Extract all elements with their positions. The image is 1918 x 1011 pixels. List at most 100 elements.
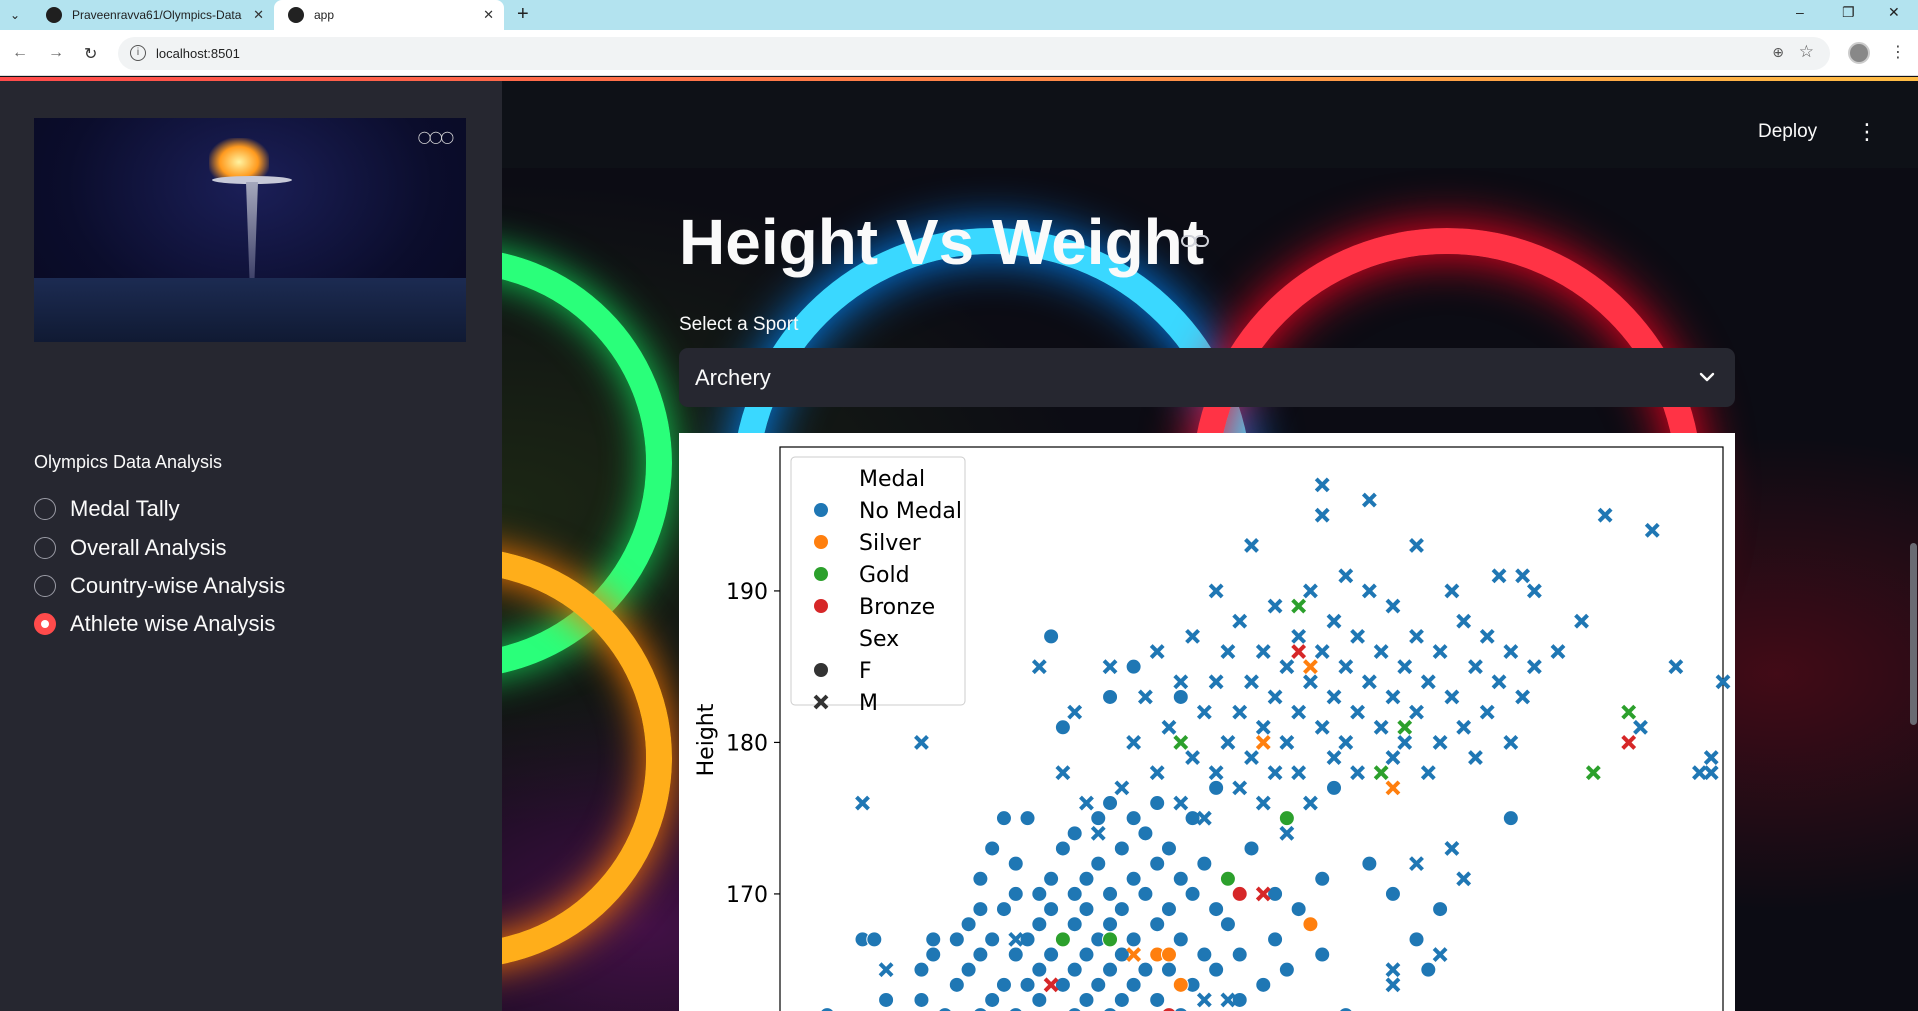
- no-medal-m-point: [1597, 507, 1613, 523]
- no-medal-f-point: [1078, 946, 1095, 963]
- browser-menu-icon[interactable]: ⋮: [1890, 44, 1906, 61]
- no-medal-m-point: [1503, 735, 1519, 750]
- radio-button-selected[interactable]: [34, 613, 56, 635]
- url-text: localhost:8501: [156, 46, 240, 61]
- no-medal-f-point: [1043, 901, 1060, 918]
- no-medal-f-point: [1243, 840, 1260, 857]
- no-medal-m-point: [1385, 962, 1401, 978]
- link-icon[interactable]: [1181, 234, 1209, 248]
- no-medal-f-point: [1078, 901, 1095, 918]
- no-medal-f-point: [1043, 870, 1060, 887]
- github-icon: [46, 7, 62, 23]
- gold-f-point: [1102, 931, 1119, 948]
- no-medal-f-point: [1054, 840, 1071, 857]
- no-medal-m-point: [855, 795, 870, 811]
- new-tab-button[interactable]: +: [517, 3, 529, 25]
- radio-button[interactable]: [34, 498, 56, 520]
- close-window-icon[interactable]: ✕: [1888, 4, 1900, 20]
- no-medal-m-point: [1244, 674, 1259, 690]
- no-medal-f-point: [1113, 946, 1130, 963]
- no-medal-f-point: [1149, 855, 1166, 872]
- no-medal-m-point: [1291, 704, 1307, 720]
- no-medal-f-point: [1125, 931, 1142, 948]
- radio-button[interactable]: [34, 537, 56, 559]
- no-medal-m-point: [1432, 644, 1448, 659]
- tab-title: Praveenravva61/Olympics-Data: [72, 8, 242, 22]
- no-medal-m-point: [1185, 628, 1200, 644]
- no-medal-m-point: [1668, 659, 1684, 675]
- no-medal-m-point: [1137, 689, 1153, 705]
- no-medal-m-point: [1397, 735, 1413, 750]
- restore-icon[interactable]: ❐: [1842, 4, 1855, 20]
- no-medal-f-point: [1125, 976, 1142, 993]
- no-medal-f-point: [1278, 961, 1295, 978]
- browser-tab-app[interactable]: app ✕: [274, 0, 504, 30]
- radio-option-country-wise-analysis[interactable]: Country-wise Analysis: [34, 573, 285, 599]
- y-axis-label: Height: [694, 703, 719, 776]
- browser-tab-github[interactable]: Praveenravva61/Olympics-Data ✕: [32, 0, 274, 30]
- radio-option-medal-tally[interactable]: Medal Tally: [34, 496, 180, 522]
- back-icon[interactable]: ←: [12, 44, 28, 61]
- no-medal-m-point: [1550, 644, 1566, 659]
- no-medal-f-point: [1102, 885, 1119, 902]
- forward-icon[interactable]: →: [48, 44, 64, 61]
- no-medal-f-point: [1137, 885, 1154, 902]
- no-medal-f-point: [948, 931, 965, 948]
- legend-label: Medal: [859, 467, 925, 492]
- silver-m-point: [1255, 735, 1271, 750]
- no-medal-f-point: [995, 901, 1012, 918]
- no-medal-f-point: [1314, 946, 1331, 963]
- gold-f-point: [1219, 870, 1236, 887]
- no-medal-m-point: [1232, 704, 1248, 720]
- tab-search-icon[interactable]: ⌄: [9, 8, 21, 22]
- no-medal-f-point: [1314, 870, 1331, 887]
- no-medal-f-point: [960, 916, 977, 933]
- no-medal-m-point: [1468, 750, 1483, 765]
- no-medal-m-point: [1279, 825, 1295, 841]
- app-menu-icon[interactable]: ⋮: [1856, 119, 1878, 144]
- no-medal-m-point: [1161, 719, 1177, 735]
- no-medal-m-point: [1338, 735, 1354, 750]
- no-medal-f-point: [1019, 810, 1036, 827]
- no-medal-m-point: [1479, 628, 1495, 644]
- bronze-m-point: [1255, 886, 1271, 902]
- silver-f-point: [1302, 916, 1319, 933]
- close-tab-icon[interactable]: ✕: [253, 7, 264, 22]
- no-medal-m-point: [1361, 674, 1377, 690]
- radio-option-overall-analysis[interactable]: Overall Analysis: [34, 535, 227, 561]
- no-medal-m-point: [1232, 613, 1248, 629]
- no-medal-m-point: [878, 962, 894, 978]
- no-medal-f-point: [1007, 946, 1024, 963]
- no-medal-m-point: [1314, 644, 1330, 659]
- no-medal-m-point: [1303, 583, 1318, 599]
- no-medal-m-point: [1255, 795, 1271, 811]
- page-scrollbar[interactable]: [1910, 543, 1917, 725]
- no-medal-m-point: [1361, 583, 1377, 599]
- no-medal-m-point: [1291, 628, 1307, 644]
- deploy-button[interactable]: Deploy: [1758, 121, 1818, 142]
- no-medal-f-point: [972, 901, 989, 918]
- minimize-icon[interactable]: –: [1796, 4, 1804, 20]
- no-medal-f-point: [1066, 961, 1083, 978]
- bookmark-star-icon[interactable]: ☆: [1798, 42, 1814, 61]
- no-medal-m-point: [1126, 735, 1142, 750]
- close-tab-icon[interactable]: ✕: [483, 7, 494, 22]
- profile-avatar[interactable]: [1848, 42, 1870, 64]
- sport-select[interactable]: Archery: [679, 348, 1735, 407]
- reload-icon[interactable]: ↻: [84, 46, 98, 63]
- no-medal-f-point: [1102, 961, 1119, 978]
- no-medal-f-point: [995, 976, 1012, 993]
- no-medal-m-point: [1244, 750, 1259, 765]
- no-medal-m-point: [1373, 644, 1389, 659]
- no-medal-m-point: [1703, 750, 1719, 765]
- radio-button[interactable]: [34, 575, 56, 597]
- zoom-icon[interactable]: ⊕: [1772, 44, 1784, 60]
- radio-option-athlete-wise-analysis[interactable]: Athlete wise Analysis: [34, 611, 275, 637]
- no-medal-m-point: [1491, 568, 1507, 584]
- y-tick-label: 180: [726, 731, 768, 756]
- url-input[interactable]: i localhost:8501 ⊕ ☆: [118, 37, 1830, 70]
- no-medal-f-point: [913, 991, 930, 1008]
- site-info-icon[interactable]: i: [130, 45, 146, 61]
- browser-tab-bar: ⌄ Praveenravva61/Olympics-Data ✕ app ✕ +…: [0, 0, 1918, 30]
- no-medal-m-point: [1385, 598, 1401, 614]
